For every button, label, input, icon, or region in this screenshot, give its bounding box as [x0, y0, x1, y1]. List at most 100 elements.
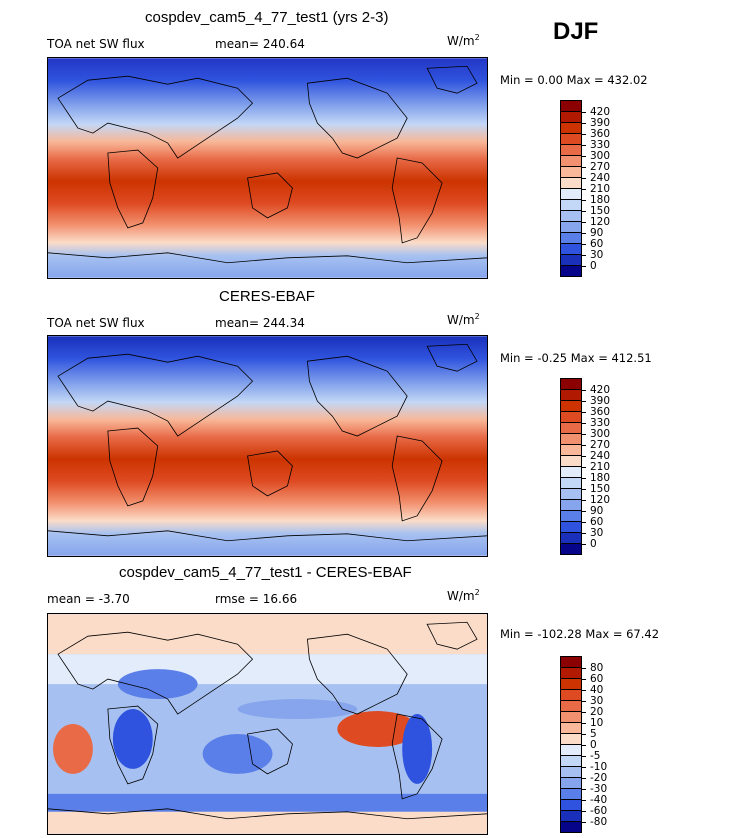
panel2-coastlines [48, 343, 487, 542]
colorbar-tick [582, 701, 586, 702]
colorbar-label: 0 [590, 538, 597, 550]
colorbar-tick [582, 478, 586, 479]
colorbar-tick [582, 266, 586, 267]
colorbar-label: 10 [590, 717, 604, 729]
panel2-mean: mean= 244.34 [215, 316, 305, 330]
colorbar-tick [582, 401, 586, 402]
colorbar-tick [582, 211, 586, 212]
colorbar-label: 210 [590, 461, 611, 473]
colorbar-label: 240 [590, 450, 611, 462]
colorbar-label: -10 [590, 761, 608, 773]
colorbar-tick [582, 255, 586, 256]
colorbar-tick [582, 734, 586, 735]
colorbar-tick [582, 690, 586, 691]
colorbar-tick [582, 712, 586, 713]
colorbar-tick [582, 767, 586, 768]
panel3-coastlines [48, 621, 487, 820]
panel3-units: W/m2 [447, 588, 480, 603]
panel2-field-label: TOA net SW flux [47, 316, 145, 330]
panel1-coastlines [48, 65, 487, 264]
colorbar-label: 90 [590, 227, 604, 239]
panel1-minmax: Min = 0.00 Max = 432.02 [500, 73, 648, 87]
colorbar-label: 330 [590, 139, 611, 151]
colorbar-label: -30 [590, 783, 608, 795]
colorbar-label: 30 [590, 695, 604, 707]
colorbar-tick [582, 500, 586, 501]
colorbar-label: -60 [590, 805, 608, 817]
colorbar-tick [582, 244, 586, 245]
colorbar-tick [582, 178, 586, 179]
colorbar-label: 330 [590, 417, 611, 429]
colorbar-tick [582, 679, 586, 680]
colorbar-tick [582, 522, 586, 523]
colorbar-label: -5 [590, 750, 601, 762]
colorbar-label: 80 [590, 662, 604, 674]
colorbar-tick [582, 745, 586, 746]
colorbar-tick [582, 511, 586, 512]
colorbar-tick [582, 456, 586, 457]
colorbar-tick [582, 822, 586, 823]
colorbar-label: 210 [590, 183, 611, 195]
colorbar-tick [582, 423, 586, 424]
colorbar-label: 360 [590, 128, 611, 140]
colorbar-label: 40 [590, 684, 604, 696]
colorbar-tick [582, 800, 586, 801]
colorbar-swatch [560, 265, 582, 277]
colorbar-swatch [560, 821, 582, 833]
colorbar-label: 0 [590, 739, 597, 751]
colorbar-tick [582, 467, 586, 468]
colorbar-tick [582, 156, 586, 157]
colorbar-tick [582, 222, 586, 223]
colorbar-label: 300 [590, 428, 611, 440]
panel3-minmax: Min = -102.28 Max = 67.42 [500, 627, 660, 641]
colorbar-label: 120 [590, 216, 611, 228]
colorbar-tick [582, 390, 586, 391]
colorbar-tick [582, 778, 586, 779]
panel3-title: cospdev_cam5_4_77_test1 - CERES-EBAF [119, 564, 412, 581]
colorbar-tick [582, 200, 586, 201]
colorbar-tick [582, 489, 586, 490]
season-label: DJF [553, 18, 599, 45]
colorbar-label: 150 [590, 205, 611, 217]
colorbar-label: 420 [590, 384, 611, 396]
panel3-map-svg [48, 614, 487, 834]
colorbar-label: 0 [590, 260, 597, 272]
colorbar-tick [582, 123, 586, 124]
panel1-field-label: TOA net SW flux [47, 37, 145, 51]
colorbar-label: 90 [590, 505, 604, 517]
colorbar-tick [582, 167, 586, 168]
colorbar-tick [582, 233, 586, 234]
panel1-map-svg [48, 58, 487, 278]
colorbar-label: 240 [590, 172, 611, 184]
colorbar-tick [582, 811, 586, 812]
panel2-map-svg [48, 336, 487, 556]
colorbar-tick [582, 145, 586, 146]
colorbar-tick [582, 533, 586, 534]
colorbar-label: 390 [590, 117, 611, 129]
colorbar-tick [582, 544, 586, 545]
panel3-map [47, 613, 488, 835]
colorbar-label: 60 [590, 516, 604, 528]
colorbar-label: 180 [590, 194, 611, 206]
colorbar-label: 270 [590, 161, 611, 173]
colorbar-tick [582, 434, 586, 435]
panel2-minmax: Min = -0.25 Max = 412.51 [500, 351, 652, 365]
colorbar-label: -40 [590, 794, 608, 806]
colorbar-label: 5 [590, 728, 597, 740]
colorbar-label: 390 [590, 395, 611, 407]
colorbar-tick [582, 789, 586, 790]
panel3-rmse: rmse = 16.66 [215, 592, 298, 606]
colorbar-label: 270 [590, 439, 611, 451]
colorbar-label: 360 [590, 406, 611, 418]
colorbar-label: -80 [590, 816, 608, 828]
colorbar-tick [582, 189, 586, 190]
panel2-units: W/m2 [447, 312, 480, 327]
colorbar-tick [582, 445, 586, 446]
colorbar-tick [582, 668, 586, 669]
colorbar-tick [582, 723, 586, 724]
colorbar-label: 60 [590, 238, 604, 250]
panel2-map [47, 335, 488, 557]
colorbar-label: 180 [590, 472, 611, 484]
panel1-map [47, 57, 488, 279]
colorbar-label: -20 [590, 772, 608, 784]
